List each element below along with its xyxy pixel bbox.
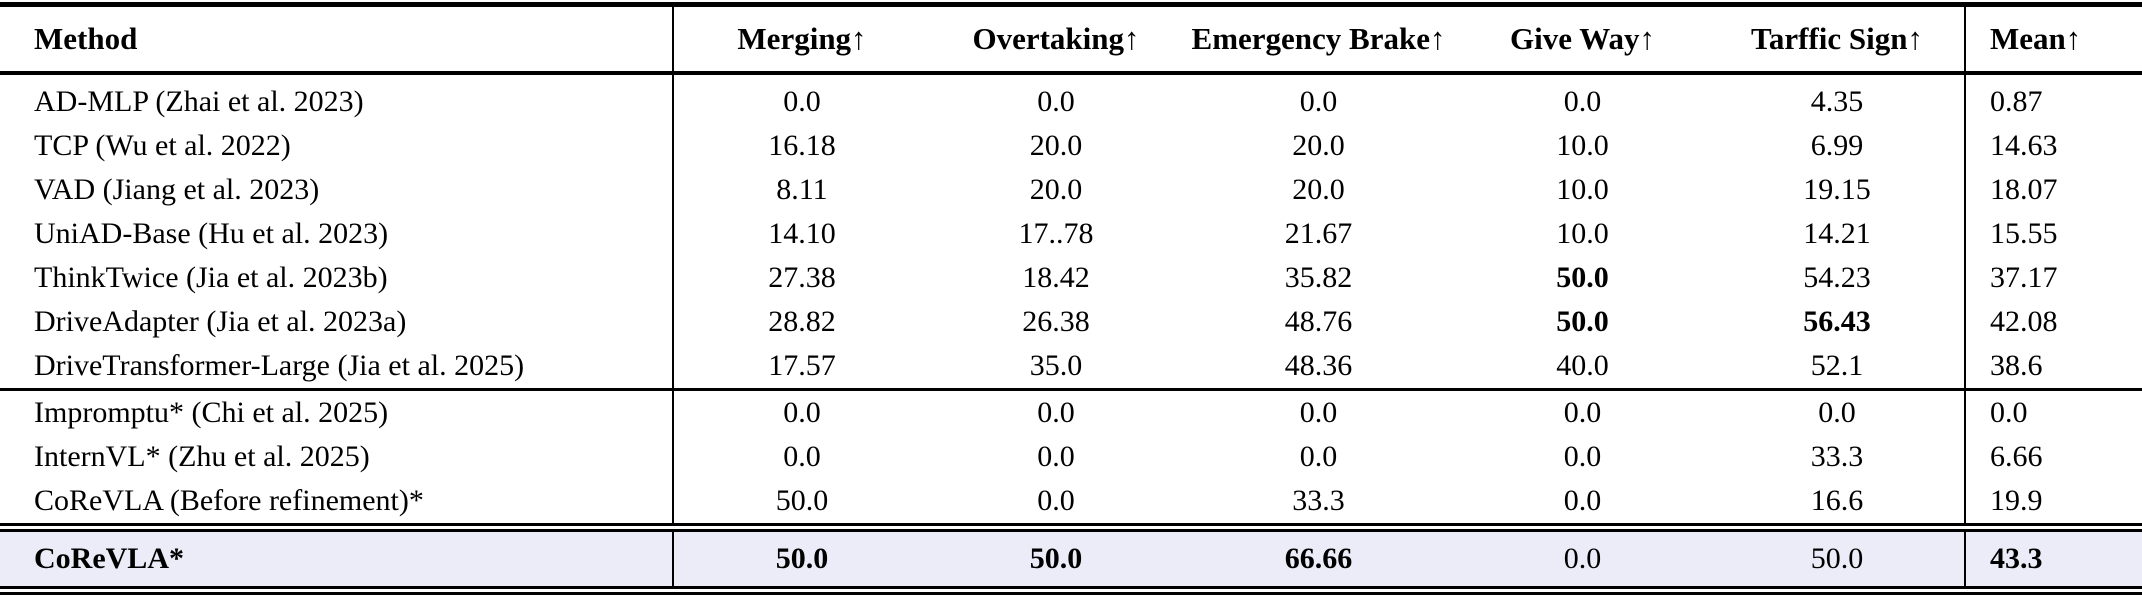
value-cell: 33.3 — [1292, 484, 1345, 517]
table-row: TCP (Wu et al. 2022) 16.18 20.0 20.0 10.0 6.9… — [0, 124, 2142, 168]
method-cell: DriveAdapter (Jia et al. 2023a) — [0, 300, 674, 344]
value-cell: 10.0 — [1556, 173, 1609, 206]
value-cell: 0.0 — [1182, 388, 1455, 435]
value-cell: 0.0 — [1710, 388, 1965, 435]
method-cell: AD-MLP (Zhai et al. 2023) — [0, 73, 674, 124]
value-cell: 50.0 — [673, 523, 930, 591]
value-cell: 10.0 — [1556, 129, 1609, 162]
table-row: AD-MLP (Zhai et al. 2023) 0.0 0.0 0.0 0.0 4.3… — [0, 73, 2142, 124]
value-cell: 50.0 — [1710, 523, 1965, 591]
value-cell: 17..78 — [1018, 217, 1094, 250]
value-cell: 6.66 — [1964, 435, 2142, 479]
value-cell: 14.10 — [768, 217, 836, 250]
column-header-traffic-sign: Tarffic Sign↑ — [1710, 4, 1965, 75]
value-cell: 20.0 — [1029, 173, 1083, 206]
value-cell: 0.0 — [1563, 484, 1602, 517]
column-header-give-way: Give Way↑ — [1455, 4, 1710, 75]
value-cell: 16.18 — [768, 129, 836, 162]
value-cell: 56.43 — [1803, 305, 1871, 338]
value-cell: 21.67 — [1284, 217, 1353, 250]
value-cell: 0.0 — [783, 85, 821, 118]
value-cell: 54.23 — [1803, 261, 1871, 294]
value-cell: 14.63 — [1964, 124, 2142, 168]
value-cell: 20.0 — [1292, 129, 1345, 162]
value-cell: 17.57 — [768, 349, 836, 382]
table-body: AD-MLP (Zhai et al. 2023) 0.0 0.0 0.0 0.0 4.3… — [0, 73, 2142, 591]
table-row: CoReVLA* 50.0 50.0 66.66 0.0 50.0 43.3 — [0, 523, 2142, 591]
value-cell: 0.0 — [1964, 388, 2142, 435]
results-table: Method Merging↑ Overtaking↑ Emergency Br… — [0, 2, 2142, 595]
value-cell: 0.0 — [1037, 484, 1075, 517]
value-cell: 15.55 — [1964, 212, 2142, 256]
value-cell: 48.76 — [1284, 305, 1353, 338]
value-cell: 20.0 — [1029, 129, 1083, 162]
column-header-merging: Merging↑ — [673, 4, 930, 75]
method-cell: DriveTransformer-Large (Jia et al. 2025) — [0, 344, 674, 390]
value-cell: 37.17 — [1964, 256, 2142, 300]
method-cell: UniAD-Base (Hu et al. 2023) — [0, 212, 674, 256]
method-cell: VAD (Jiang et al. 2023) — [0, 168, 674, 212]
table-row: InternVL* (Zhu et al. 2025) 0.0 0.0 0.0 0.0 3… — [0, 435, 2142, 479]
table-row: Impromptu* (Chi et al. 2025) 0.0 0.0 0.0 0.0… — [0, 388, 2142, 435]
column-header-overtaking: Overtaking↑ — [930, 4, 1182, 75]
value-cell: 35.82 — [1284, 261, 1353, 294]
value-cell: 16.6 — [1810, 484, 1864, 517]
value-cell: 35.0 — [1029, 349, 1083, 382]
value-cell: 0.0 — [673, 388, 930, 435]
table-row: DriveTransformer-Large (Jia et al. 2025)… — [0, 344, 2142, 390]
method-cell: ThinkTwice (Jia et al. 2023b) — [0, 256, 674, 300]
value-cell: 0.0 — [1299, 85, 1338, 118]
value-cell: 43.3 — [1964, 523, 2142, 591]
value-cell: 18.07 — [1964, 168, 2142, 212]
value-cell: 0.0 — [783, 440, 821, 473]
value-cell: 50.0 — [1556, 261, 1609, 294]
method-cell: Impromptu* (Chi et al. 2025) — [0, 388, 674, 435]
value-cell: 0.0 — [1299, 440, 1338, 473]
value-cell: 48.36 — [1284, 349, 1353, 382]
value-cell: 0.0 — [1037, 440, 1075, 473]
value-cell: 6.99 — [1810, 129, 1864, 162]
value-cell: 19.15 — [1803, 173, 1871, 206]
value-cell: 10.0 — [1556, 217, 1609, 250]
value-cell: 38.6 — [1964, 344, 2142, 390]
value-cell: 19.9 — [1964, 479, 2142, 528]
column-header-mean: Mean↑ — [1964, 4, 2142, 75]
value-cell: 8.11 — [776, 173, 828, 206]
table-row: UniAD-Base (Hu et al. 2023) 14.10 17..78 21… — [0, 212, 2142, 256]
value-cell: 14.21 — [1803, 217, 1871, 250]
value-cell: 50.0 — [1556, 305, 1609, 338]
value-cell: 0.87 — [1964, 73, 2142, 124]
value-cell: 20.0 — [1292, 173, 1345, 206]
value-cell: 18.42 — [1022, 261, 1090, 294]
method-cell: CoReVLA (Before refinement)* — [0, 479, 674, 528]
table-row: ThinkTwice (Jia et al. 2023b) 27.38 18.42 3… — [0, 256, 2142, 300]
column-header-emergency-brake: Emergency Brake↑ — [1182, 4, 1455, 75]
table-row: VAD (Jiang et al. 2023) 8.11 20.0 20.0 10.0 1… — [0, 168, 2142, 212]
value-cell: 27.38 — [768, 261, 836, 294]
method-cell: CoReVLA* — [0, 523, 674, 591]
method-cell: InternVL* (Zhu et al. 2025) — [0, 435, 674, 479]
method-cell: TCP (Wu et al. 2022) — [0, 124, 674, 168]
value-cell: 0.0 — [1563, 85, 1602, 118]
value-cell: 66.66 — [1182, 523, 1455, 591]
table-row: CoReVLA (Before refinement)* 50.0 0.0 33.3 0… — [0, 479, 2142, 528]
value-cell: 0.0 — [930, 388, 1182, 435]
value-cell: 0.0 — [1455, 388, 1710, 435]
value-cell: 0.0 — [1563, 440, 1602, 473]
column-header-method: Method — [0, 4, 674, 75]
value-cell: 0.0 — [1037, 85, 1075, 118]
value-cell: 0.0 — [1455, 523, 1710, 591]
value-cell: 50.0 — [930, 523, 1182, 591]
value-cell: 28.82 — [768, 305, 836, 338]
value-cell: 4.35 — [1810, 85, 1864, 118]
value-cell: 52.1 — [1810, 349, 1864, 382]
header-row: Method Merging↑ Overtaking↑ Emergency Br… — [0, 4, 2142, 75]
value-cell: 26.38 — [1022, 305, 1090, 338]
value-cell: 50.0 — [775, 484, 829, 517]
value-cell: 40.0 — [1556, 349, 1609, 382]
value-cell: 33.3 — [1810, 440, 1864, 473]
value-cell: 42.08 — [1964, 300, 2142, 344]
table-row: DriveAdapter (Jia et al. 2023a) 28.82 26.3… — [0, 300, 2142, 344]
